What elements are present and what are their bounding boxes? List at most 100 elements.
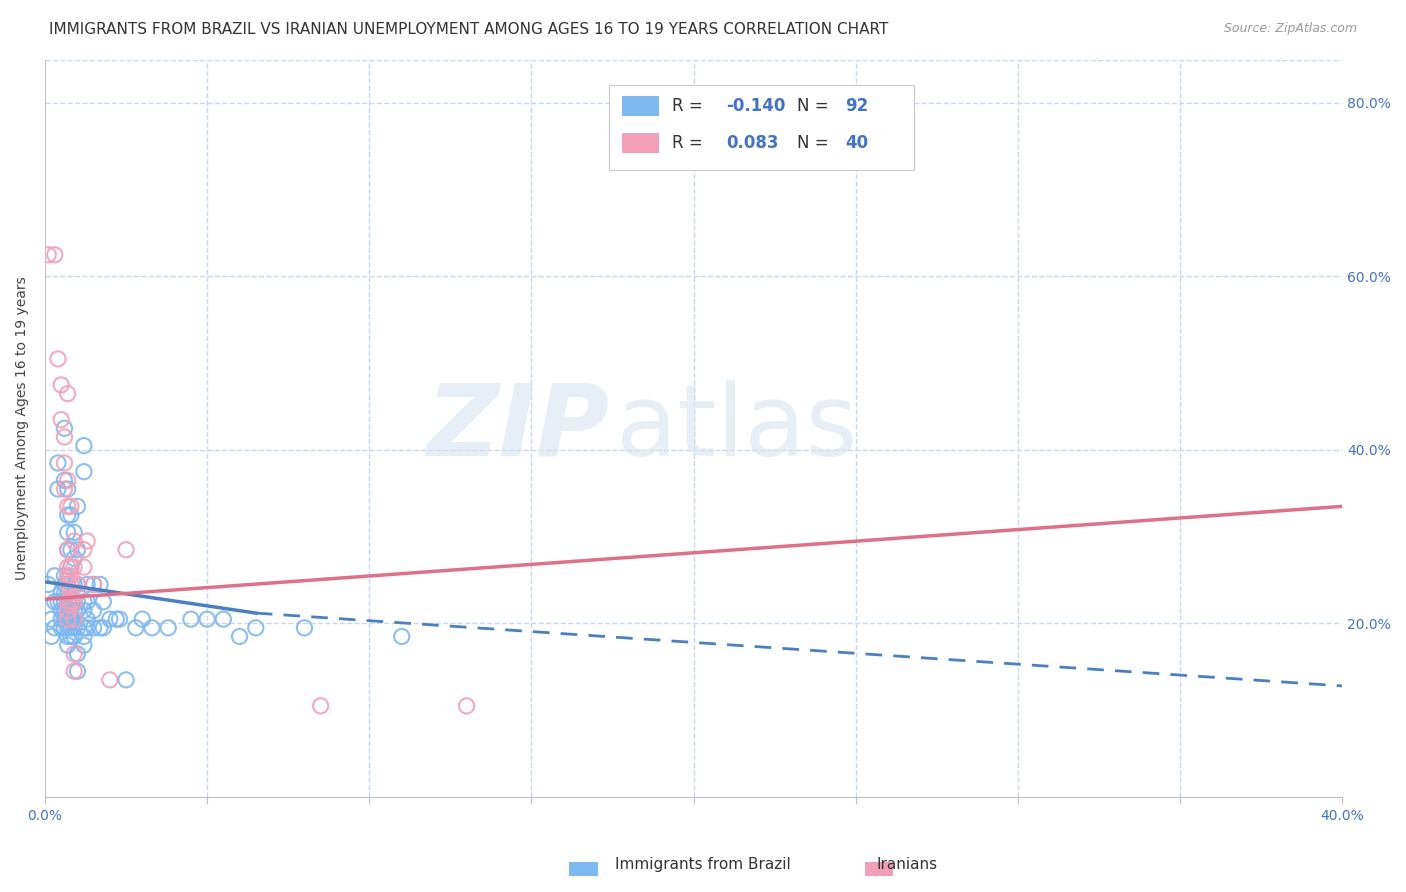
Text: IMMIGRANTS FROM BRAZIL VS IRANIAN UNEMPLOYMENT AMONG AGES 16 TO 19 YEARS CORRELA: IMMIGRANTS FROM BRAZIL VS IRANIAN UNEMPL… (49, 22, 889, 37)
Point (56, 612, 79, 626)
Point (76, 534, 98, 549)
Point (56, 586, 79, 600)
Point (63, 612, 86, 626)
Point (53, 621, 76, 635)
Point (89, 621, 111, 635)
Point (53, 586, 76, 600)
Text: 40: 40 (845, 134, 869, 152)
Point (53, 577, 76, 591)
Point (66, 603, 89, 617)
Point (63, 551, 86, 566)
Point (56, 500, 79, 514)
Point (63, 534, 86, 549)
Point (63, 603, 86, 617)
Point (245, 621, 267, 635)
Point (63, 630, 86, 644)
Point (456, 698, 478, 713)
Point (53, 595, 76, 609)
Point (59, 560, 82, 574)
Point (56, 595, 79, 609)
Point (76, 595, 98, 609)
Text: R =: R = (672, 97, 707, 115)
Point (89, 577, 111, 591)
Point (66, 664, 89, 678)
Point (51, 378, 73, 392)
Point (73, 560, 96, 574)
Text: N =: N = (797, 97, 834, 115)
Point (98, 673, 121, 687)
Point (53, 421, 76, 435)
Point (63, 560, 86, 574)
Point (59, 612, 82, 626)
Point (59, 500, 82, 514)
Point (66, 577, 89, 591)
Text: 0.083: 0.083 (725, 134, 779, 152)
Point (63, 577, 86, 591)
Point (83, 621, 105, 635)
Point (63, 621, 86, 635)
Point (51, 621, 73, 635)
Point (59, 586, 82, 600)
Point (66, 542, 89, 557)
Point (66, 647, 89, 661)
Point (41, 630, 63, 644)
Point (59, 577, 82, 591)
Point (309, 698, 332, 713)
Point (56, 638, 79, 652)
Point (56, 603, 79, 617)
Point (59, 542, 82, 557)
Point (180, 612, 202, 626)
Point (44, 568, 66, 582)
Bar (865, 862, 893, 876)
Point (53, 612, 76, 626)
Text: ZIP: ZIP (426, 380, 609, 477)
Point (56, 630, 79, 644)
Point (59, 560, 82, 574)
Text: atlas: atlas (616, 380, 858, 477)
Point (56, 568, 79, 582)
Point (73, 542, 96, 557)
Text: Immigrants from Brazil: Immigrants from Brazil (616, 857, 790, 872)
Point (63, 612, 86, 626)
FancyBboxPatch shape (623, 133, 658, 153)
Point (115, 542, 138, 557)
Point (157, 621, 180, 635)
Point (53, 603, 76, 617)
Text: R =: R = (672, 134, 707, 152)
Point (56, 542, 79, 557)
Point (51, 586, 73, 600)
Point (391, 630, 413, 644)
Text: 92: 92 (845, 97, 869, 115)
Point (53, 456, 76, 470)
Point (66, 586, 89, 600)
Point (46, 482, 69, 496)
Text: Source: ZipAtlas.com: Source: ZipAtlas.com (1223, 22, 1357, 36)
Point (125, 621, 148, 635)
Bar (569, 862, 598, 876)
Point (93, 621, 115, 635)
Point (37, 248, 59, 262)
Point (46, 351, 69, 366)
Point (41, 612, 63, 626)
Point (63, 595, 86, 609)
Point (108, 612, 131, 626)
Point (56, 595, 79, 609)
Point (59, 568, 82, 582)
Point (46, 595, 69, 609)
Point (131, 612, 153, 626)
Point (59, 595, 82, 609)
Point (44, 248, 66, 262)
Point (51, 603, 73, 617)
Point (56, 542, 79, 557)
Point (83, 577, 105, 591)
Point (105, 612, 128, 626)
Point (73, 603, 96, 617)
Point (53, 482, 76, 496)
Point (73, 630, 96, 644)
Point (115, 673, 138, 687)
Point (76, 577, 98, 591)
Y-axis label: Unemployment Among Ages 16 to 19 years: Unemployment Among Ages 16 to 19 years (15, 277, 30, 580)
FancyBboxPatch shape (623, 95, 658, 116)
Point (51, 412, 73, 426)
Point (46, 456, 69, 470)
